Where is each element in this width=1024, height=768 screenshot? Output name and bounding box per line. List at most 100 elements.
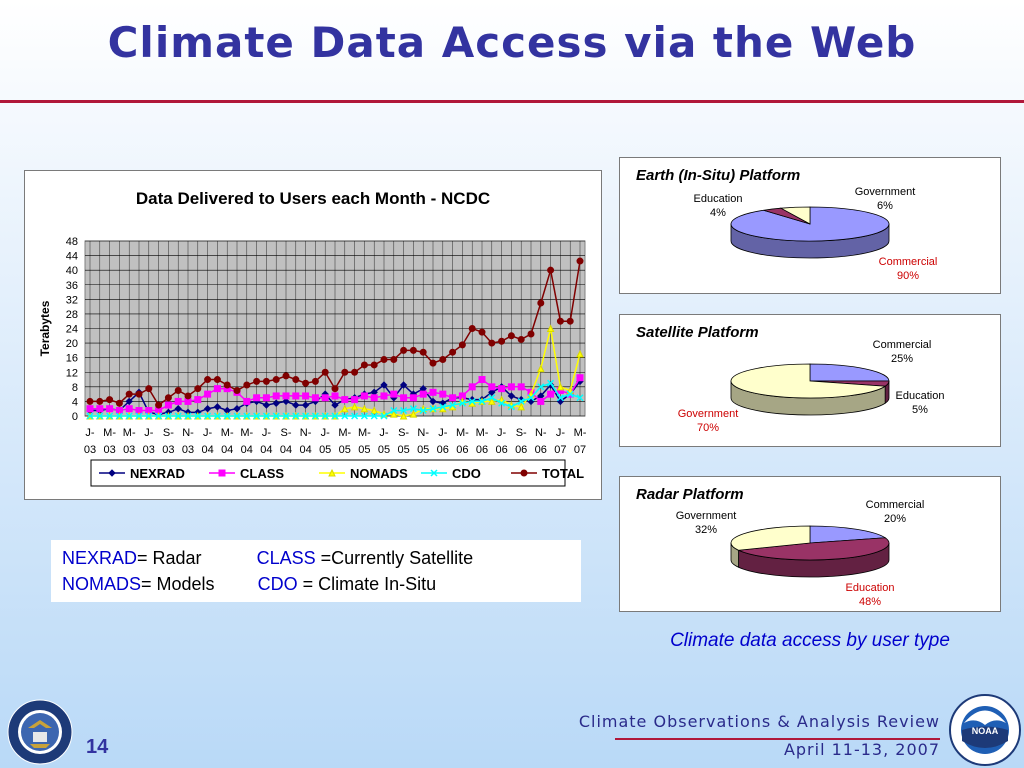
pie-title: Satellite Platform bbox=[636, 324, 759, 341]
pie-label-name: Commercial bbox=[866, 499, 925, 511]
series-cdo-point bbox=[370, 412, 378, 420]
series-cdo-point bbox=[233, 412, 241, 420]
pie-panel-radar: Radar Platform Commercial 20% Education 48% G… bbox=[619, 476, 1001, 612]
series-class-point bbox=[243, 397, 251, 405]
series-cdo-point bbox=[174, 412, 182, 420]
pie-label-commercial: Commercial 90% bbox=[879, 256, 938, 282]
series-cdo-point bbox=[243, 412, 251, 420]
series-nomads-point bbox=[556, 382, 565, 391]
series-class-point bbox=[351, 396, 359, 404]
series-cdo-point bbox=[517, 397, 525, 405]
x-tick-label: S- bbox=[163, 427, 174, 439]
def-text-cdo: = Climate In-Situ bbox=[297, 574, 437, 594]
series-class-point bbox=[380, 392, 388, 400]
definitions-box: NEXRAD= Radar CLASS =Currently Satellite… bbox=[51, 540, 581, 602]
pie-panel-earth: Earth (In-Situ) Platform Commercial 90% Edu… bbox=[619, 157, 1001, 294]
series-class-point bbox=[400, 394, 408, 402]
y-tick-label: 16 bbox=[66, 353, 78, 365]
series-total-point bbox=[458, 341, 466, 349]
x-tick-label: J- bbox=[144, 427, 154, 439]
series-nomads-point bbox=[576, 349, 584, 358]
series-nomads-point bbox=[546, 324, 555, 332]
series-cdo-point bbox=[360, 412, 368, 420]
line-chart: Data Delivered to Users each Month - NCD… bbox=[38, 189, 587, 487]
series-cdo-point bbox=[419, 407, 427, 415]
x-tick-label: 04 bbox=[221, 444, 233, 456]
series-total-point bbox=[517, 335, 525, 343]
series-total-point bbox=[321, 368, 329, 376]
series-nexrad-point bbox=[507, 392, 516, 400]
series-total-point bbox=[106, 396, 114, 404]
pie-label-name: Government bbox=[855, 186, 916, 198]
series-total-point bbox=[341, 368, 349, 376]
series-cdo-point bbox=[439, 403, 447, 411]
legend-label: CLASS bbox=[240, 466, 284, 481]
series-class-point bbox=[272, 392, 280, 400]
pie-label-education: Education 48% bbox=[846, 582, 895, 608]
pie-label-name: Government bbox=[676, 510, 737, 522]
series-cdo-point bbox=[253, 412, 261, 420]
series-class-point bbox=[174, 397, 182, 405]
pie-chart-satellite: Satellite Platform Commercial 25% Education… bbox=[636, 324, 944, 434]
series-total-point bbox=[233, 386, 241, 394]
y-tick-label: 28 bbox=[66, 309, 78, 321]
x-tick-label: J- bbox=[379, 427, 389, 439]
series-cdo-point bbox=[184, 412, 192, 420]
series-class-point bbox=[537, 397, 545, 405]
pie-label-name: Commercial bbox=[873, 339, 932, 351]
x-tick-label: 04 bbox=[280, 444, 292, 456]
series-total-point bbox=[576, 257, 584, 265]
series-cdo-point bbox=[468, 397, 476, 405]
legend-item-nomads: NOMADS bbox=[319, 466, 408, 481]
x-tick-label: 05 bbox=[339, 444, 351, 456]
def-key-cdo: CDO bbox=[257, 574, 298, 594]
legend-label: NEXRAD bbox=[130, 466, 185, 481]
series-total-point bbox=[488, 339, 496, 347]
x-tick-label: S- bbox=[398, 427, 409, 439]
series-cdo-point bbox=[478, 397, 486, 405]
series-total-point bbox=[409, 346, 417, 354]
x-tick-label: M- bbox=[103, 427, 116, 439]
x-tick-label: 06 bbox=[476, 444, 488, 456]
legend-nomads-point bbox=[328, 468, 336, 477]
series-total-point bbox=[468, 325, 476, 332]
series-total-point bbox=[174, 386, 182, 394]
series-class-point bbox=[96, 405, 104, 413]
x-tick-label: 03 bbox=[162, 444, 174, 456]
series-total-point bbox=[96, 397, 104, 405]
x-tick-label: J- bbox=[438, 427, 448, 439]
series-cdo-point bbox=[507, 403, 515, 411]
series-cdo-point bbox=[458, 399, 466, 407]
series-cdo-point bbox=[341, 412, 349, 420]
series-total-point bbox=[370, 361, 378, 369]
pie-label-name: Commercial bbox=[879, 256, 938, 268]
series-total-point bbox=[135, 390, 143, 398]
series-nomads-point bbox=[340, 404, 349, 413]
pie-chart-earth: Earth (In-Situ) Platform Commercial 90% Edu… bbox=[636, 167, 938, 282]
legend-cdo-point bbox=[430, 469, 438, 477]
series-nomads-point bbox=[370, 406, 379, 415]
series-cdo-point bbox=[400, 407, 408, 415]
x-tick-label: N- bbox=[417, 427, 429, 439]
x-tick-label: 07 bbox=[574, 444, 586, 456]
pie-chart-radar: Radar Platform Commercial 20% Education 48% G… bbox=[636, 486, 925, 608]
commerce-seal-logo bbox=[7, 699, 73, 765]
series-nexrad-point bbox=[399, 381, 408, 389]
series-total-point bbox=[380, 355, 388, 363]
x-tick-label: M- bbox=[358, 427, 371, 439]
series-cdo-point bbox=[96, 412, 104, 420]
pie-label-name: Education bbox=[694, 193, 743, 205]
series-class-point bbox=[409, 394, 417, 402]
series-class-point bbox=[370, 394, 378, 402]
pie-label-commercial: Commercial 20% bbox=[866, 499, 925, 525]
pie-title: Radar Platform bbox=[636, 486, 744, 503]
pie-label-government: Government 32% bbox=[676, 510, 737, 536]
footer-title: Climate Observations & Analysis Review bbox=[578, 712, 940, 731]
x-tick-label: 06 bbox=[495, 444, 507, 456]
pie-slice-government bbox=[730, 363, 887, 399]
series-total-point bbox=[243, 381, 251, 389]
pie-panel-satellite: Satellite Platform Commercial 25% Education… bbox=[619, 314, 1001, 447]
def-key-nexrad: NEXRAD bbox=[62, 548, 138, 568]
series-class-point bbox=[302, 392, 310, 400]
series-nexrad-point bbox=[203, 405, 212, 413]
